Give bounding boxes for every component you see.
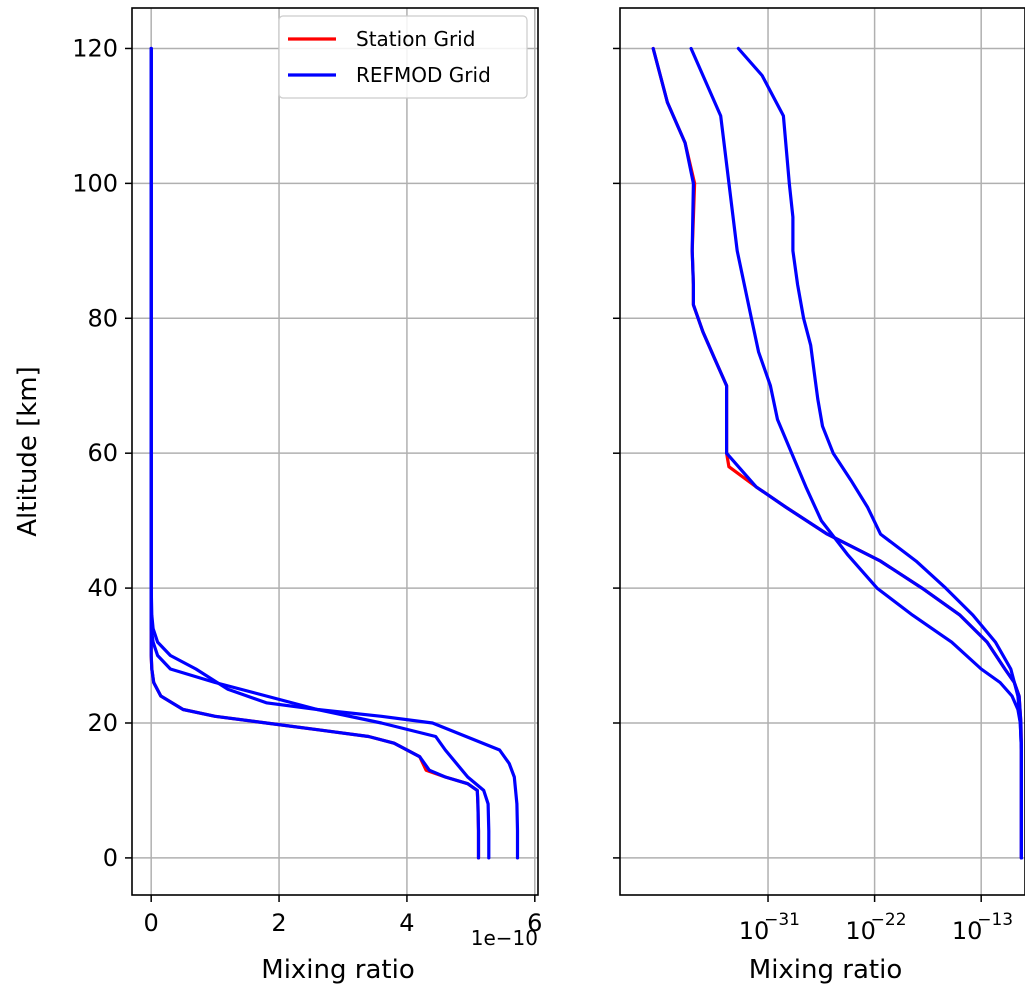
legend: Station Grid REFMOD Grid bbox=[278, 15, 528, 99]
x-tick-label: 6 bbox=[527, 909, 542, 937]
x-tick-label: 4 bbox=[399, 909, 414, 937]
series-line-profile-4 bbox=[149, 46, 520, 860]
legend-box bbox=[278, 15, 528, 99]
legend-label: Station Grid bbox=[356, 27, 475, 51]
y-tick-label: 120 bbox=[72, 34, 118, 62]
x-tick-label: 0 bbox=[144, 909, 159, 937]
x-axis-label: Mixing ratio bbox=[261, 955, 414, 985]
y-tick-label: 20 bbox=[87, 709, 118, 737]
y-tick-label: 0 bbox=[103, 844, 118, 872]
series-line-profile-4 bbox=[736, 46, 1024, 860]
x-tick-label: 10 bbox=[739, 917, 770, 945]
x-axis-offset-label: 1e−10 bbox=[471, 926, 538, 950]
x-tick-label-exponent: −31 bbox=[764, 910, 800, 930]
y-tick-label: 40 bbox=[87, 574, 118, 602]
x-axis-label: Mixing ratio bbox=[749, 955, 902, 985]
axes-frame bbox=[619, 7, 1025, 896]
legend-label: REFMOD Grid bbox=[356, 63, 491, 87]
x-tick-label: 10 bbox=[952, 917, 983, 945]
y-tick-label: 80 bbox=[87, 304, 118, 332]
y-axis-label: Altitude [km] bbox=[13, 366, 43, 537]
axes-frame bbox=[131, 7, 539, 896]
y-tick-label: 60 bbox=[87, 439, 118, 467]
y-tick-label: 100 bbox=[72, 169, 118, 197]
x-tick-label-exponent: −22 bbox=[871, 910, 907, 930]
x-tick-label: 10 bbox=[845, 917, 876, 945]
x-tick-label: 2 bbox=[271, 909, 286, 937]
x-tick-label-exponent: −13 bbox=[977, 910, 1013, 930]
series-line-profile-3 bbox=[689, 46, 1024, 860]
